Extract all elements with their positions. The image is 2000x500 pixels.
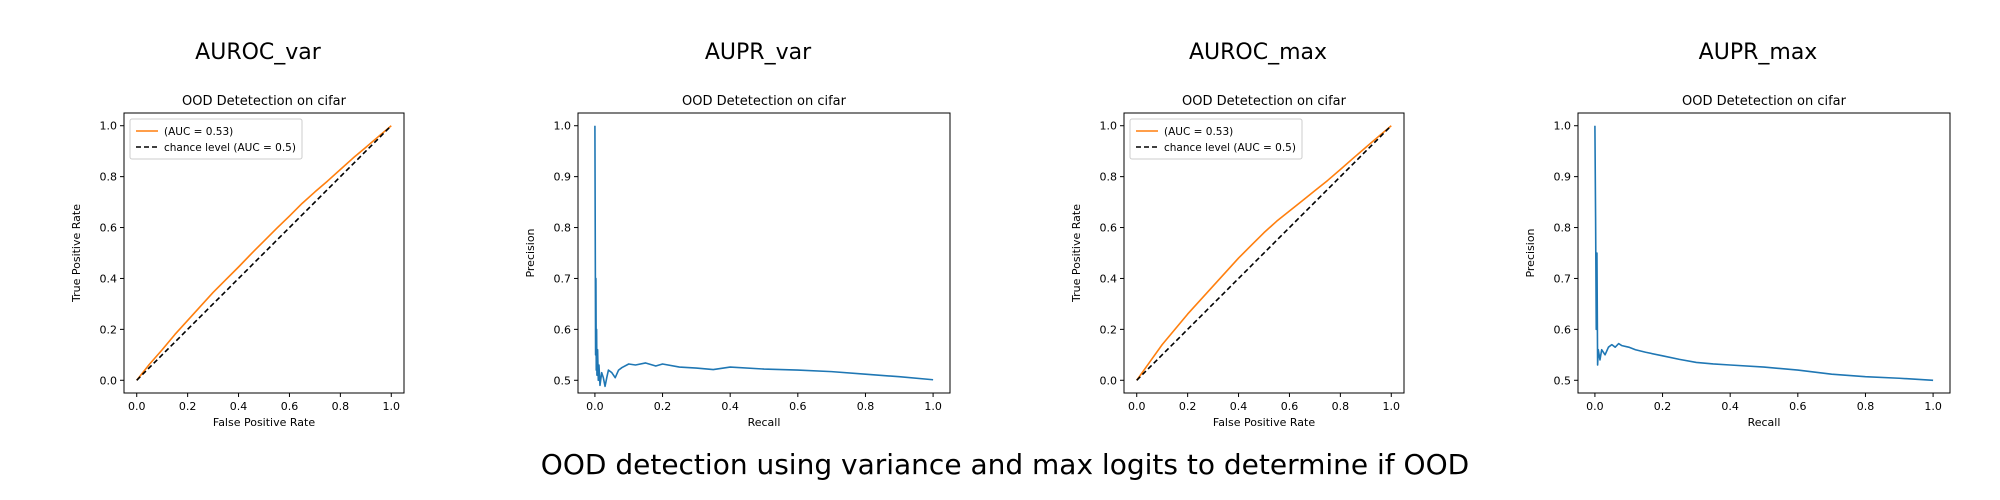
x-tick-label: 0.6 <box>281 400 299 413</box>
chart-title: OOD Detetection on cifar <box>182 94 347 109</box>
y-axis-label: True Positive Rate <box>70 204 83 303</box>
y-tick-label: 1.0 <box>1100 120 1118 133</box>
x-axis-label: False Positive Rate <box>1213 416 1315 429</box>
x-tick-label: 0.0 <box>1586 400 1604 413</box>
x-tick-label: 0.2 <box>1654 400 1672 413</box>
y-tick-label: 0.2 <box>100 323 118 336</box>
x-tick-label: 0.4 <box>1721 400 1739 413</box>
chart-title: OOD Detetection on cifar <box>682 94 847 109</box>
legend-box <box>129 118 303 160</box>
series-line-1 <box>136 125 392 381</box>
auroc-var-chart: OOD Detetection on cifar 0.0 0.2 0.4 0.6 0.8 1… <box>70 94 405 429</box>
y-tick-label: 0.9 <box>1554 171 1572 184</box>
y-tick-label: 0.8 <box>1554 222 1572 235</box>
y-tick-label: 0.7 <box>554 272 572 285</box>
x-axis-label: False Positive Rate <box>213 416 315 429</box>
y-tick-label: 0.8 <box>100 171 118 184</box>
x-tick-label: 0.8 <box>1857 400 1875 413</box>
x-tick-label: 0.8 <box>1332 400 1350 413</box>
panel-title-aupr-max: AUPR_max <box>1698 40 1818 65</box>
x-tick-label: 1.0 <box>383 400 401 413</box>
x-tick-label: 0.8 <box>857 400 875 413</box>
y-axis-label: Precision <box>1524 228 1537 277</box>
y-tick-label: 1.0 <box>1554 120 1572 133</box>
aupr-max-chart: OOD Detetection on cifar 0.0 0.2 0.4 0.6 0.8 1… <box>1524 94 1951 429</box>
x-tick-label: 0.2 <box>179 400 197 413</box>
y-tick-label: 0.7 <box>1554 272 1572 285</box>
y-tick-label: 0.4 <box>100 272 118 285</box>
x-axis-label: Recall <box>1748 416 1781 429</box>
x-tick-label: 0.4 <box>721 400 739 413</box>
x-tick-label: 1.0 <box>1383 400 1401 413</box>
x-axis-label: Recall <box>748 416 781 429</box>
legend-label: (AUC = 0.53) <box>164 126 233 138</box>
series-line-0 <box>1594 125 1934 382</box>
chart-title: OOD Detetection on cifar <box>1182 94 1347 109</box>
axes-frame <box>1123 112 1405 394</box>
y-tick-label: 0.8 <box>1100 171 1118 184</box>
x-tick-label: 0.0 <box>586 400 604 413</box>
y-axis-label: True Positive Rate <box>1070 204 1083 303</box>
y-tick-label: 0.0 <box>1100 374 1118 387</box>
axes-frame <box>577 112 951 394</box>
y-tick-label: 0.9 <box>554 171 572 184</box>
x-tick-label: 0.4 <box>230 400 248 413</box>
chart-title: OOD Detetection on cifar <box>1682 94 1847 109</box>
legend-label: (AUC = 0.53) <box>1164 126 1233 138</box>
x-tick-label: 0.0 <box>1128 400 1146 413</box>
x-tick-label: 0.0 <box>128 400 145 413</box>
y-tick-label: 0.0 <box>100 374 118 387</box>
y-tick-label: 1.0 <box>100 120 118 133</box>
series-line-1 <box>1136 125 1392 381</box>
y-tick-label: 0.5 <box>554 374 572 387</box>
x-tick-label: 0.8 <box>332 400 350 413</box>
figure-caption: OOD detection using variance and max log… <box>540 448 1470 481</box>
x-tick-label: 0.4 <box>1230 400 1248 413</box>
panel-title-auroc-max: AUROC_max <box>1188 40 1328 65</box>
y-axis-label: Precision <box>524 228 537 277</box>
panel-title-aupr-var: AUPR_var <box>704 40 812 65</box>
legend-box <box>1129 118 1303 160</box>
y-tick-label: 0.2 <box>1100 323 1118 336</box>
y-tick-label: 0.6 <box>1100 222 1118 235</box>
y-tick-label: 0.4 <box>1100 272 1118 285</box>
x-tick-label: 0.6 <box>789 400 807 413</box>
y-tick-label: 0.5 <box>1554 374 1572 387</box>
axes-frame <box>123 112 405 394</box>
x-tick-label: 0.6 <box>1789 400 1807 413</box>
y-tick-label: 0.6 <box>100 222 118 235</box>
series-line-0 <box>594 125 934 388</box>
panel-title-auroc-var: AUROC_var <box>195 40 321 65</box>
y-tick-label: 0.8 <box>554 222 572 235</box>
x-tick-label: 1.0 <box>924 400 942 413</box>
series-line-0 <box>1136 125 1392 381</box>
legend-label: chance level (AUC = 0.5) <box>1164 142 1296 154</box>
y-tick-label: 0.6 <box>1554 323 1572 336</box>
series-line-0 <box>136 125 392 381</box>
axes-frame <box>1577 112 1951 394</box>
y-tick-label: 0.6 <box>554 323 572 336</box>
x-tick-label: 1.0 <box>1924 400 1942 413</box>
x-tick-label: 0.2 <box>1179 400 1197 413</box>
aupr-var-chart: OOD Detetection on cifar 0.0 0.2 0.4 0.6 0.8 1… <box>524 94 951 429</box>
legend-label: chance level (AUC = 0.5) <box>164 142 296 154</box>
x-tick-label: 0.2 <box>654 400 672 413</box>
x-tick-label: 0.6 <box>1281 400 1299 413</box>
y-tick-label: 1.0 <box>554 120 572 133</box>
auroc-max-chart: OOD Detetection on cifar 0.0 0.2 0.4 0.6 0.8 1… <box>1070 94 1405 429</box>
